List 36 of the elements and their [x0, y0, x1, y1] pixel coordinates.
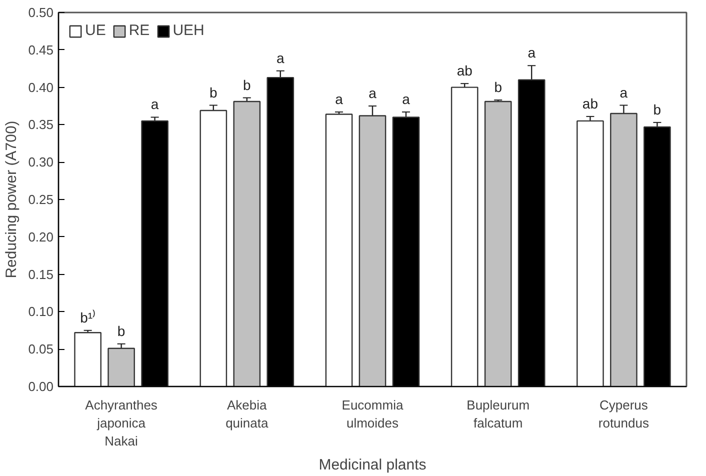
y-tick-label: 0.00 [28, 379, 54, 394]
y-tick-label: 0.25 [28, 192, 54, 207]
data-label: b [210, 84, 218, 100]
data-label: b [117, 322, 126, 339]
x-tick-label: Eucommia ulmoides [342, 398, 404, 430]
data-label: ab [456, 62, 473, 79]
y-tick-label: 0.10 [28, 304, 54, 320]
y-tick-label: 0.35 [28, 117, 54, 132]
data-label: ab [582, 95, 598, 112]
x-axis-title: Medicinal plants [318, 456, 426, 474]
data-label: a [528, 44, 536, 61]
legend-label: RE [128, 22, 150, 39]
data-label: b [494, 79, 502, 96]
data-label: a [150, 96, 159, 112]
x-tick-label: Akebia quinata [226, 398, 269, 430]
y-axis-title: Reducing power (A700) [3, 120, 20, 278]
data-label: a [368, 85, 377, 101]
data-label: a [620, 84, 628, 100]
y-tick-label: 0.50 [28, 5, 54, 20]
y-tick-label: 0.40 [28, 80, 54, 95]
data-label: b [243, 76, 252, 93]
data-label: a [335, 90, 344, 107]
x-tick-label: Bupleurum falcatum [466, 398, 530, 430]
y-tick-label: 0.05 [28, 342, 54, 357]
y-tick-label: 0.20 [28, 229, 54, 244]
x-tick-label: Achyranthes japonica Nakai [85, 398, 158, 448]
x-tick-label: Cyperus rotundus [598, 398, 650, 430]
y-tick-label: 0.30 [28, 154, 54, 170]
data-label: b¹⁾ [80, 309, 96, 326]
data-label: a [402, 90, 410, 107]
legend-label: UEH [172, 22, 204, 39]
y-tick-label: 0.45 [28, 42, 54, 58]
legend-label: UE [85, 22, 106, 39]
y-tick-label: 0.15 [28, 266, 54, 282]
data-label: b [653, 101, 662, 118]
data-label: a [276, 50, 284, 66]
